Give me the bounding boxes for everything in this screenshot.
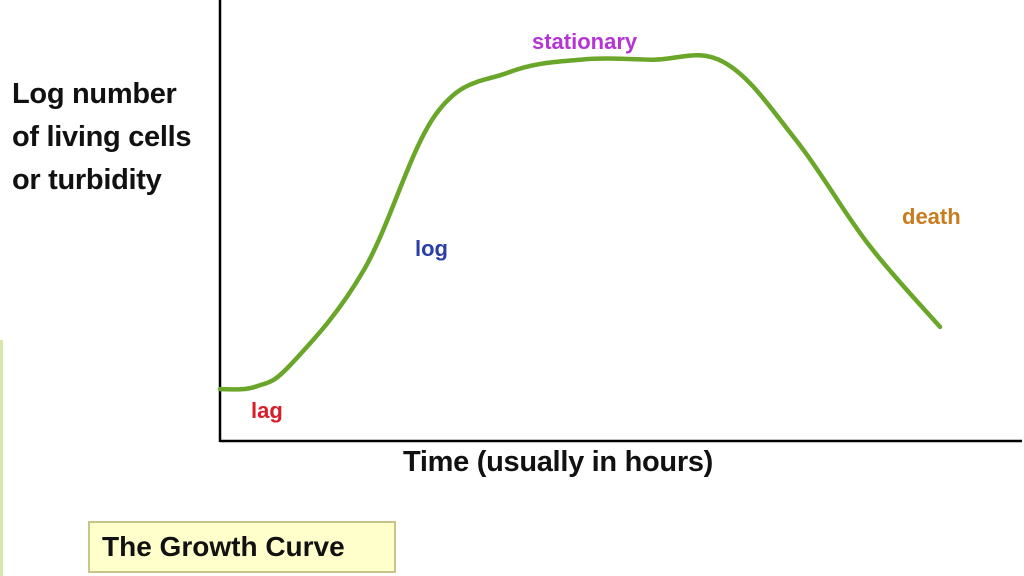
phase-label-lag: lag [251, 398, 283, 423]
y-axis-label-line-2: of living cells [12, 121, 192, 153]
growth-curve-line [217, 53, 943, 392]
phase-label-stationary: stationary [532, 29, 638, 54]
y-axis-label-line-1: Log number [12, 78, 177, 110]
x-axis-label: Time (usually in hours) [403, 446, 714, 478]
y-axis-label-line-3: or turbidity [12, 164, 162, 196]
phase-label-death: death [902, 204, 961, 229]
phase-label-log: log [415, 236, 448, 261]
diagram-title: The Growth Curve [88, 521, 396, 573]
left-edge-stripe [0, 340, 3, 576]
